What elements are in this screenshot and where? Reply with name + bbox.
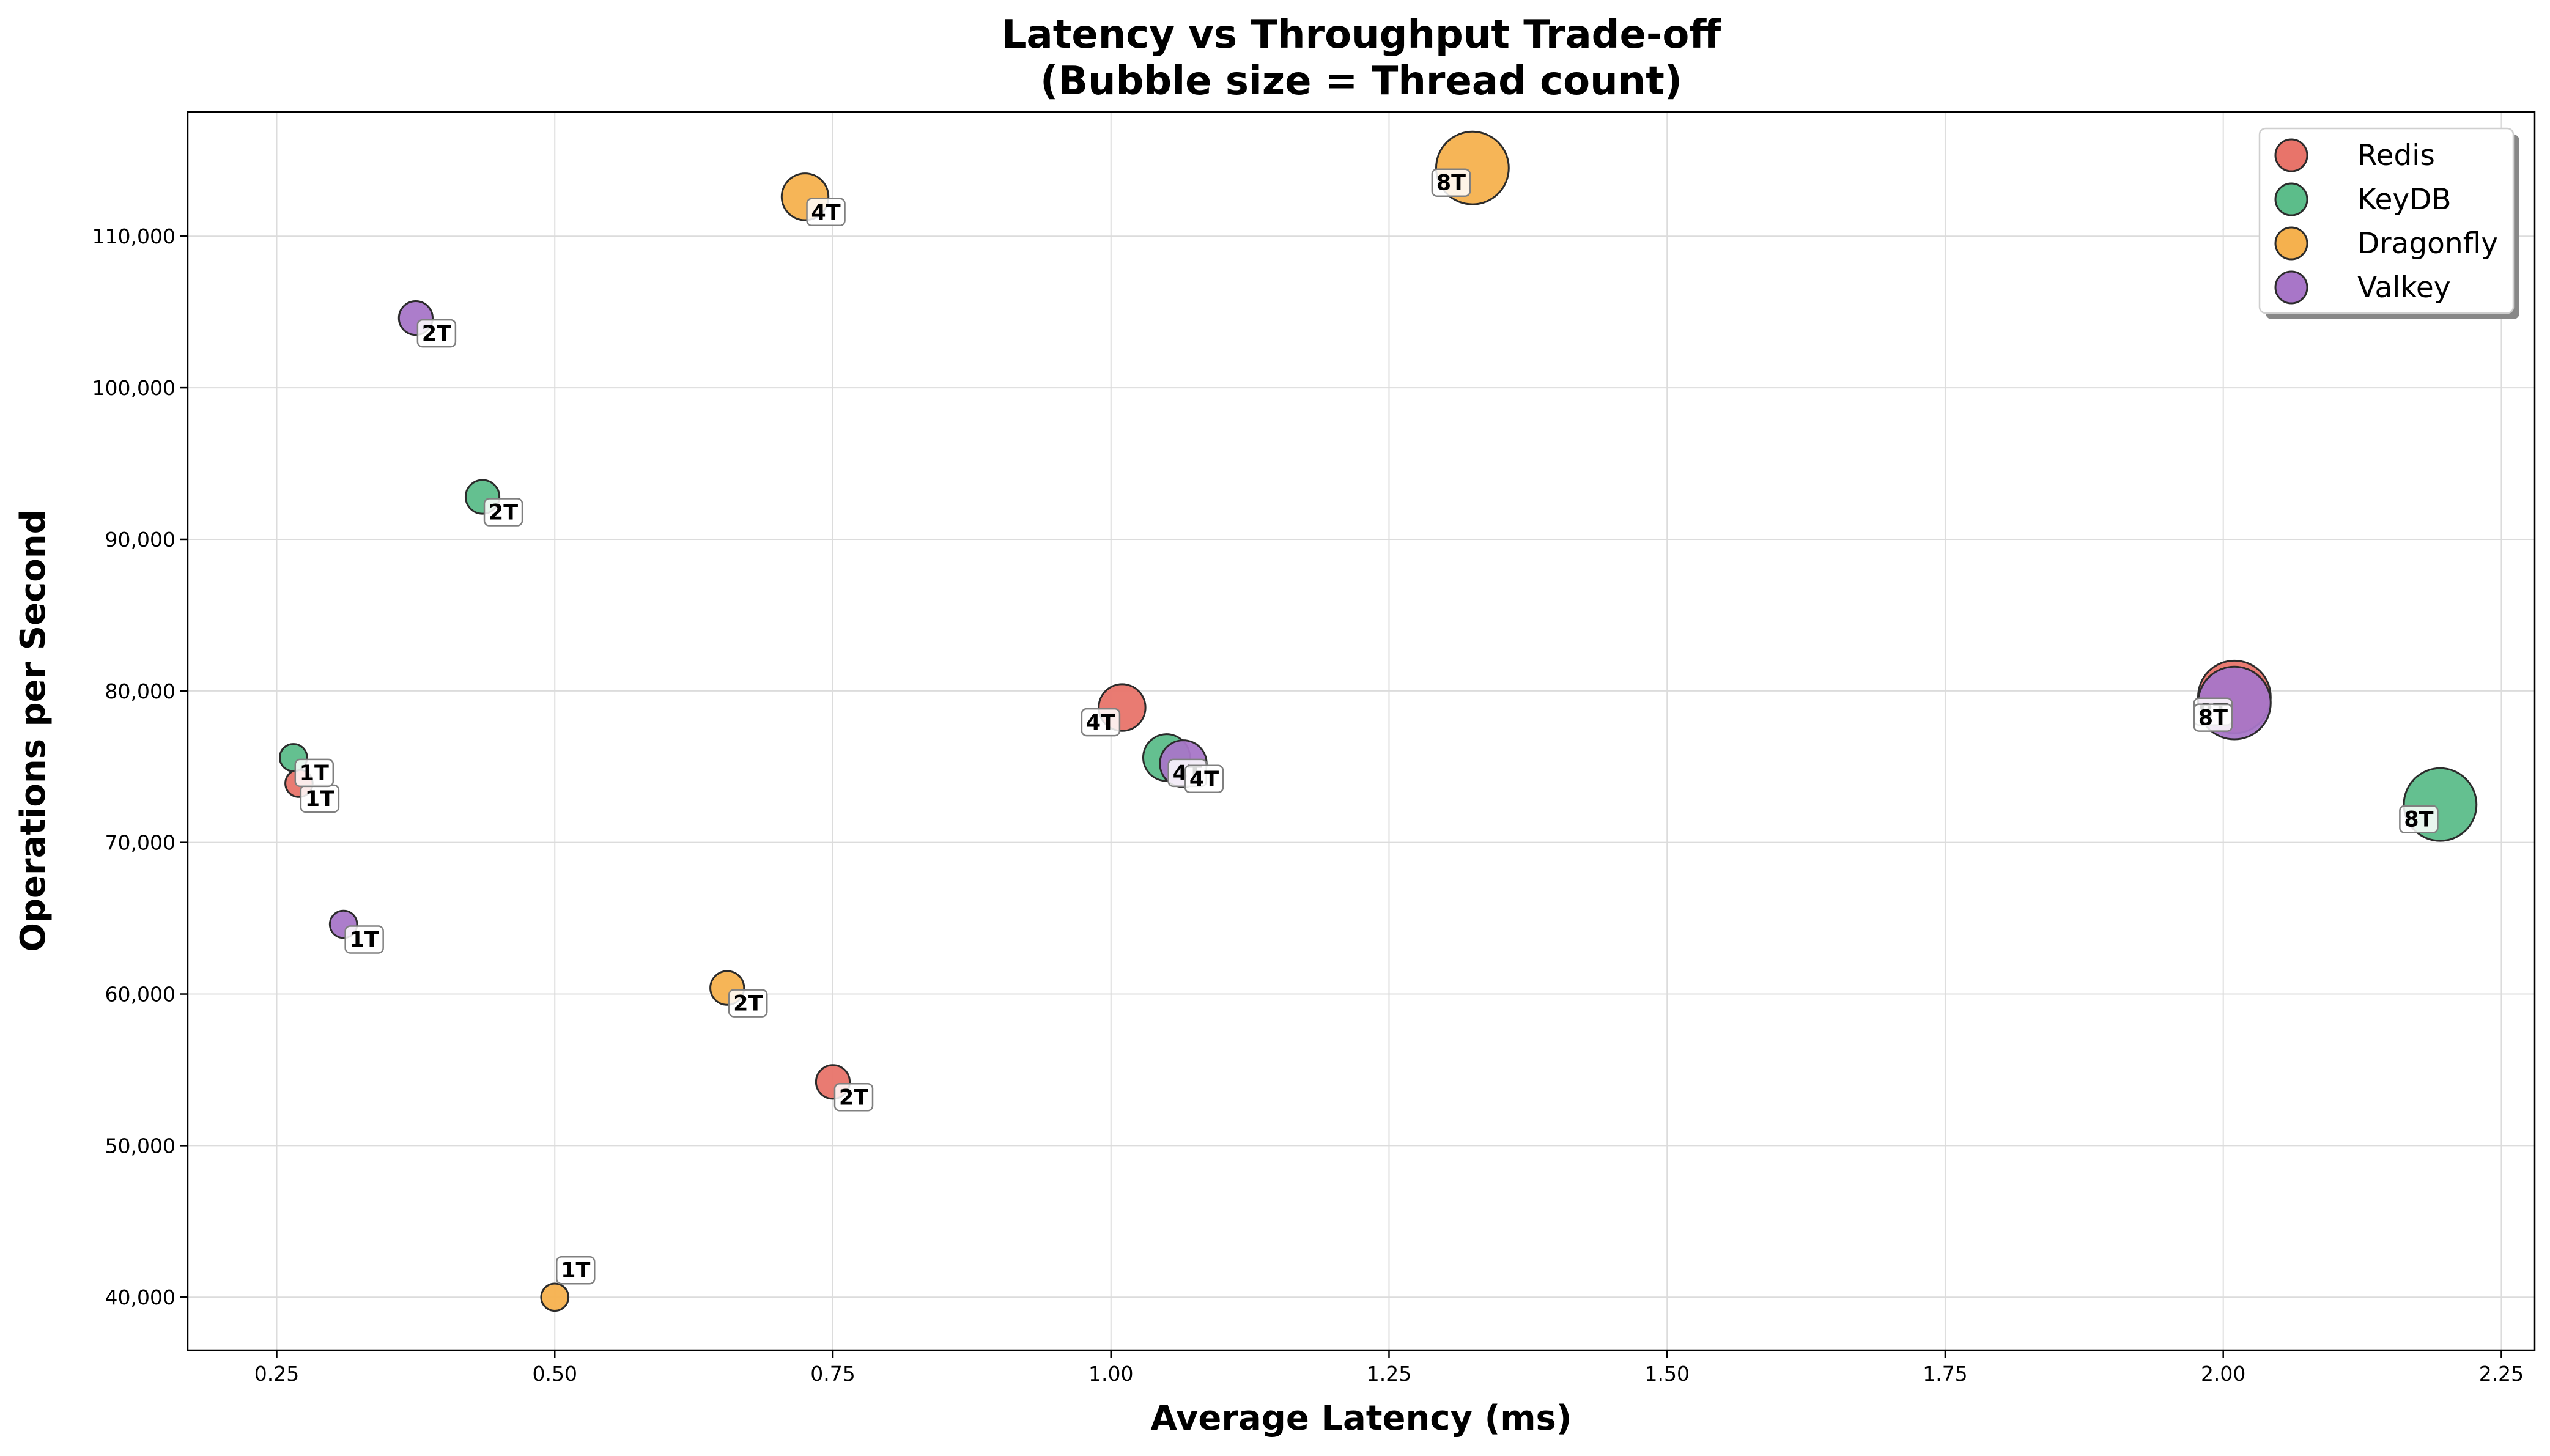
point-label: 1T — [300, 761, 329, 786]
y-tick-label: 70,000 — [105, 831, 176, 855]
y-tick-label: 50,000 — [105, 1134, 176, 1158]
legend-frame — [2258, 127, 2515, 314]
x-tick-label: 2.25 — [2479, 1362, 2524, 1386]
point-label: 4T — [1189, 767, 1219, 792]
point-label: 8T — [2404, 808, 2433, 832]
legend-label: Dragonfly — [2357, 227, 2498, 261]
x-tick-label: 1.75 — [1923, 1362, 1967, 1386]
point-label-box — [344, 925, 384, 954]
plot-frame — [187, 111, 2536, 1351]
point-label-box — [1184, 764, 1224, 794]
legend-marker — [2274, 138, 2308, 172]
y-tick-label: 110,000 — [92, 224, 176, 248]
x-tick-label: 0.25 — [254, 1362, 299, 1386]
grid — [188, 112, 2535, 1350]
x-tick-label: 0.50 — [533, 1362, 577, 1386]
point-label: 8T — [2198, 706, 2228, 731]
x-tick-label: 1.25 — [1367, 1362, 1411, 1386]
legend-marker — [2274, 226, 2308, 261]
y-tick-label: 90,000 — [105, 528, 176, 552]
legend-label: Redis — [2357, 139, 2435, 172]
point-label-box — [2193, 703, 2233, 732]
x-axis-title: Average Latency (ms) — [1151, 1399, 1572, 1438]
point-label: 4T — [1086, 711, 1115, 735]
point-label: 2T — [733, 992, 763, 1016]
point-label: 4T — [811, 201, 840, 225]
legend-label: KeyDB — [2357, 183, 2452, 216]
y-tick-label: 80,000 — [105, 679, 176, 703]
y-tick-label: 60,000 — [105, 983, 176, 1007]
point-label: 1T — [305, 787, 334, 811]
legend-label: Valkey — [2357, 271, 2451, 305]
point-label: 2T — [489, 501, 518, 525]
x-tick-label: 1.00 — [1088, 1362, 1133, 1386]
point-label: 2T — [422, 322, 451, 346]
point-label-box — [1081, 708, 1121, 737]
legend-marker — [2274, 182, 2308, 216]
x-tick-label: 1.50 — [1644, 1362, 1689, 1386]
point-label-box — [294, 758, 334, 788]
point-label-box — [2399, 805, 2439, 833]
point-label: 2T — [839, 1085, 868, 1110]
point-label: 1T — [561, 1258, 590, 1283]
point-label-box — [1431, 168, 1471, 197]
point-labels: 1T2T4T8T1T2T4T8T1T2T4T8T1T2T4T8T — [294, 168, 2439, 1285]
point-label-box — [833, 1083, 874, 1112]
point-label-box — [556, 1255, 596, 1285]
legend-marker — [2274, 270, 2308, 305]
chart-subtitle: (Bubble size = Thread count) — [1040, 59, 1682, 104]
y-tick-label: 40,000 — [105, 1285, 176, 1309]
x-tick-label: 2.00 — [2201, 1362, 2245, 1386]
axis-ticks: 0.25 0.50 0.75 1.00 1.25 1.50 1.75 2.00 2.25 40,0… — [92, 224, 2524, 1386]
point-label: 8T — [1436, 171, 1466, 196]
point-label-box — [483, 498, 523, 527]
point-label-box — [806, 198, 846, 227]
point-label-box — [416, 319, 457, 348]
y-axis-title: Operations per Second — [13, 509, 53, 952]
x-tick-label: 0.75 — [810, 1362, 855, 1386]
point-label-box — [728, 989, 768, 1018]
legend: Redis KeyDB Dragonfly Valkey — [2258, 127, 2519, 319]
chart-title: Latency vs Throughput Trade-off — [1002, 12, 1722, 57]
data-point — [540, 1282, 570, 1312]
y-tick-label: 100,000 — [92, 376, 176, 400]
point-label: 1T — [350, 928, 379, 953]
